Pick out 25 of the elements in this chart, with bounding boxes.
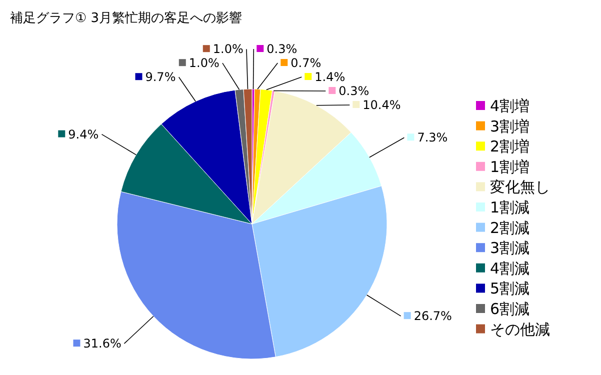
legend-label: 2割減 bbox=[490, 218, 530, 237]
legend-label: 2割増 bbox=[490, 138, 530, 156]
data-label: 1.4% bbox=[314, 70, 346, 84]
legend-label: 4割減 bbox=[490, 259, 530, 278]
data-label: 0.3% bbox=[266, 42, 298, 56]
data-label: 0.3% bbox=[338, 84, 370, 98]
data-label: 1.0% bbox=[188, 56, 220, 70]
data-label: 31.6% bbox=[83, 336, 122, 351]
legend-label: 6割減 bbox=[490, 300, 530, 318]
legend-label: 1割減 bbox=[490, 198, 530, 216]
legend-label: その他減 bbox=[490, 320, 550, 338]
legend-label: 5割減 bbox=[490, 280, 530, 298]
data-label: 7.3% bbox=[417, 130, 448, 145]
chart-title: 補足グラフ① 3月繁忙期の客足への影響 bbox=[10, 10, 242, 26]
legend-label: 変化無し bbox=[490, 178, 550, 196]
data-label: 0.7% bbox=[290, 56, 322, 70]
legend-label: 3割増 bbox=[490, 117, 530, 136]
legend-label: 3割減 bbox=[490, 239, 530, 258]
data-label: 26.7% bbox=[414, 309, 452, 324]
legend-label: 4割増 bbox=[490, 97, 530, 115]
data-label: 9.7% bbox=[145, 70, 176, 84]
data-label: 1.0% bbox=[212, 42, 244, 56]
data-label: 9.4% bbox=[68, 127, 99, 142]
data-label: 10.4% bbox=[362, 98, 401, 112]
legend-label: 1割増 bbox=[490, 158, 530, 176]
